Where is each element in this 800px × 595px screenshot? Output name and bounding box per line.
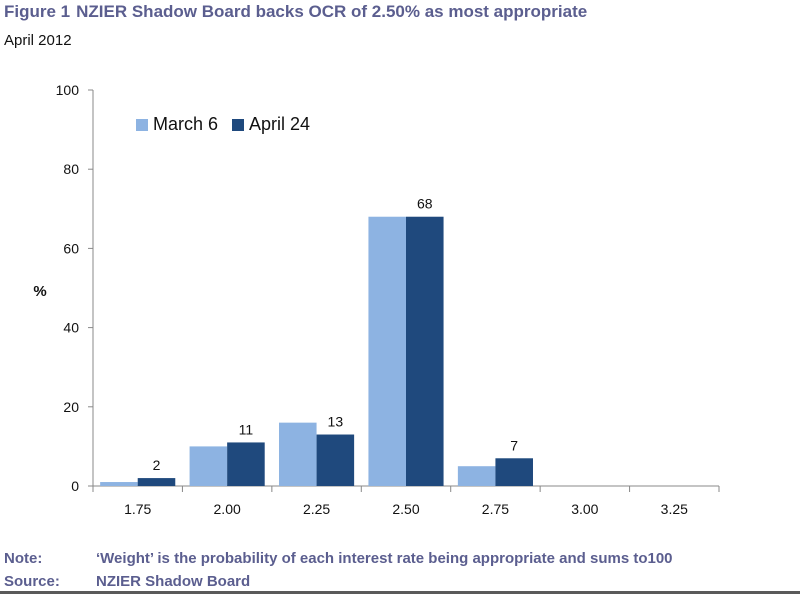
figure-title: Figure 1 NZIER Shadow Board backs OCR of … [4, 2, 587, 22]
x-tick-label: 2.25 [303, 501, 330, 517]
chart-legend: March 6 April 24 [136, 114, 324, 135]
y-axis-label: % [33, 283, 46, 300]
legend-label-april: April 24 [249, 114, 311, 134]
y-tick-label: 60 [63, 240, 79, 256]
y-tick-label: 0 [71, 478, 79, 494]
bar-april [137, 478, 176, 486]
x-tick-label: 2.75 [482, 501, 509, 517]
note-text: ‘Weight’ is the probability of each inte… [96, 550, 673, 567]
bar-april [316, 434, 355, 486]
x-tick-label: 3.25 [661, 501, 688, 517]
y-tick-label: 80 [63, 161, 79, 177]
legend-item-april: April 24 [232, 114, 310, 135]
bar-april [406, 216, 444, 486]
bar-april [495, 458, 533, 486]
bar-april [227, 442, 265, 486]
data-label: 7 [510, 437, 518, 453]
data-label: 13 [328, 414, 344, 430]
data-label: 68 [417, 196, 433, 212]
data-label: 2 [153, 457, 161, 473]
source-label: Source: [4, 573, 60, 590]
bar-march [189, 446, 228, 486]
bar-march [368, 216, 406, 486]
y-tick-label: 40 [63, 320, 79, 336]
bar-march [457, 466, 496, 486]
legend-swatch-march [136, 118, 148, 131]
bar-chart: 0 20 40 60 80 100% 1.75 2 2.00 11 2.25 13 2.50 68 2.75… [33, 82, 720, 517]
data-label: 11 [239, 421, 254, 437]
footer-rule [0, 591, 800, 594]
figure-number: Figure 1 [4, 2, 71, 21]
chart-note: Note: ‘Weight’ is the probability of each… [4, 550, 673, 567]
note-label: Note: [4, 550, 43, 567]
bar-march [100, 482, 138, 486]
y-tick-label: 20 [63, 399, 79, 415]
chart-source: Source: NZIER Shadow Board [4, 573, 250, 590]
y-tick-label: 100 [56, 82, 80, 98]
figure-title-text: NZIER Shadow Board backs OCR of 2.50% as… [76, 2, 588, 21]
figure-subtitle: April 2012 [4, 32, 72, 49]
x-tick-label: 1.75 [124, 501, 151, 517]
bar-march [279, 422, 317, 486]
legend-label-march: March 6 [153, 114, 219, 134]
legend-item-march: March 6 [136, 114, 218, 135]
x-tick-label: 3.00 [571, 501, 598, 517]
x-tick-label: 2.50 [392, 501, 419, 517]
legend-swatch-april [232, 118, 245, 131]
source-text: NZIER Shadow Board [96, 573, 251, 590]
x-tick-label: 2.00 [214, 501, 241, 517]
